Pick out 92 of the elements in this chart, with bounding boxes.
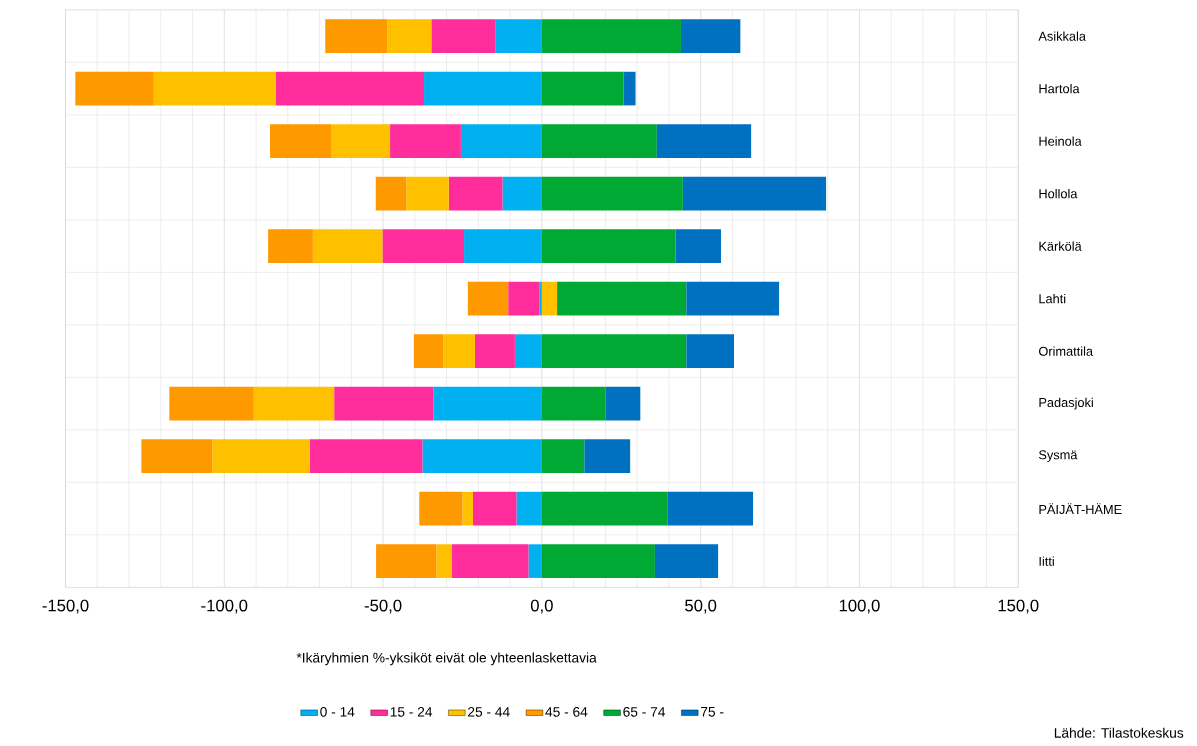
- bar: [467, 281, 509, 316]
- bar: [667, 491, 754, 526]
- bar: [584, 439, 631, 473]
- bar: [686, 281, 780, 316]
- bar: [443, 334, 475, 368]
- bar: [539, 281, 542, 316]
- bar: [528, 544, 542, 578]
- y-tick-label: Asikkala: [1038, 31, 1086, 41]
- bar: [462, 491, 473, 526]
- bar: [433, 386, 542, 421]
- legend-label: 75 -: [701, 706, 724, 717]
- bar: [502, 176, 542, 211]
- bar: [312, 229, 383, 263]
- bar: [451, 544, 529, 578]
- bar: [330, 124, 391, 158]
- bar: [541, 544, 655, 578]
- bar: [75, 71, 154, 106]
- y-tick-label: Lahti: [1039, 293, 1066, 304]
- bar: [541, 334, 687, 368]
- bar: [682, 176, 827, 211]
- bar: [675, 229, 721, 263]
- bar: [474, 334, 515, 368]
- text: Lähde: Tilastokeskus: [1054, 727, 1184, 738]
- y-tick-label: PÄIJÄT-HÄME: [1039, 502, 1122, 514]
- x-tick-label: 50,0: [685, 599, 717, 614]
- bar: [334, 386, 434, 421]
- bar: [680, 19, 741, 53]
- bar: [406, 176, 449, 211]
- bar: [431, 19, 496, 53]
- bar: [541, 439, 585, 473]
- y-tick-label: Padasjoki: [1039, 397, 1093, 410]
- x-tick-label: -150,0: [42, 599, 89, 614]
- bar: [448, 176, 503, 211]
- bar: [541, 491, 668, 526]
- legend-label: 25 - 44: [468, 706, 510, 717]
- bar: [275, 71, 425, 106]
- y-tick-label: Iitti: [1039, 556, 1054, 566]
- bar: [541, 71, 624, 106]
- bar: [557, 281, 687, 316]
- bar: [656, 124, 752, 158]
- x-tick-label: 0,0: [530, 599, 553, 614]
- text: *Ikäryhmien %-yksiköt eivät ole yhteenlaskettavia: [296, 652, 597, 666]
- bar: [654, 544, 719, 578]
- bar: [605, 386, 641, 421]
- legend-label: 0 - 14: [320, 706, 355, 717]
- x-tick-label: -50,0: [364, 599, 402, 614]
- bar: [541, 124, 657, 158]
- legend-label: 45 - 64: [545, 706, 588, 717]
- x-tick-label: -100,0: [201, 599, 248, 614]
- x-tick-label: 100,0: [839, 599, 880, 614]
- legend-label: 65 - 74: [623, 706, 666, 717]
- y-tick-label: Sysmä: [1038, 450, 1078, 462]
- bar: [623, 71, 636, 106]
- bar: [253, 386, 335, 421]
- bar: [390, 124, 461, 158]
- bar: [541, 19, 681, 53]
- y-tick-label: Kärkölä: [1039, 241, 1082, 251]
- bar: [309, 439, 423, 473]
- bar: [541, 229, 676, 263]
- bar: [325, 19, 388, 53]
- bar: [472, 491, 517, 526]
- bar: [268, 229, 313, 263]
- bar: [270, 124, 331, 158]
- x-tick-label: 150,0: [998, 599, 1039, 614]
- bar: [514, 334, 542, 368]
- bar: [686, 334, 734, 368]
- bar: [376, 544, 437, 578]
- bar: [424, 71, 542, 106]
- bar: [375, 176, 407, 211]
- bar: [413, 334, 444, 368]
- bar: [508, 281, 540, 316]
- bar: [541, 386, 606, 421]
- bar: [141, 439, 213, 473]
- y-tick-label: Hollola: [1039, 188, 1078, 199]
- bar: [212, 439, 310, 473]
- bar: [153, 71, 276, 106]
- bar: [460, 124, 542, 158]
- bar: [382, 229, 465, 263]
- y-tick-label: Orimattila: [1039, 346, 1094, 356]
- bar: [422, 439, 542, 473]
- bar: [464, 229, 542, 263]
- bar: [541, 281, 558, 316]
- y-tick-label: Hartola: [1039, 83, 1080, 94]
- bar: [541, 176, 683, 211]
- y-tick-label: Heinola: [1039, 136, 1082, 146]
- bar: [387, 19, 432, 53]
- bar: [495, 19, 542, 53]
- bar: [419, 491, 463, 526]
- bar: [436, 544, 452, 578]
- legend-label: 15 - 24: [390, 706, 433, 717]
- bar: [516, 491, 542, 526]
- bar: [169, 386, 254, 421]
